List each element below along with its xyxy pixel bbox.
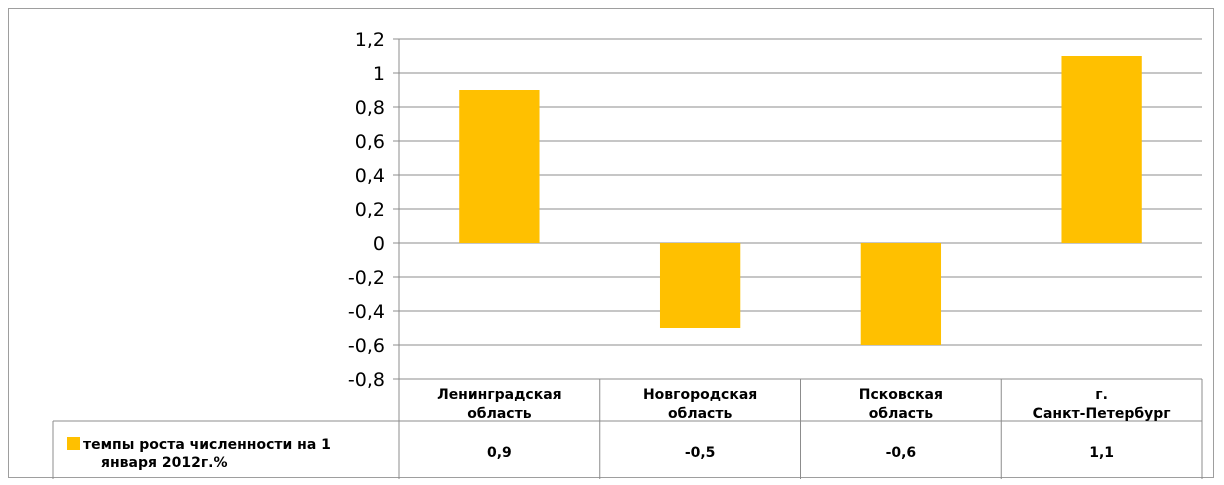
bar <box>659 243 741 328</box>
series-name: темпы роста численности на 1 января 2012г… <box>83 437 331 471</box>
chart-frame: 1,2 1 0,8 0,6 0,4 0,2 0 -0,2 -0,4 -0,6 -0,8 Ленингр… <box>8 8 1214 479</box>
category-label: Псковская область <box>859 387 943 422</box>
y-tick-label: -0,2 <box>348 267 385 289</box>
y-tick-label: -0,8 <box>348 369 385 391</box>
y-tick-label: 0 <box>373 233 385 255</box>
data-value-label: -0,6 <box>886 445 917 461</box>
data-value-label: -0,5 <box>685 445 716 461</box>
y-tick-label: 1 <box>373 63 385 85</box>
bar <box>1061 56 1142 243</box>
y-tick-label: -0,4 <box>348 301 385 323</box>
bar <box>860 243 942 345</box>
y-tick-label: 0,6 <box>355 131 385 153</box>
category-label: г. Санкт-Петербург <box>1033 387 1171 422</box>
y-tick-label: 0,8 <box>355 97 385 119</box>
y-tick-label: 0,4 <box>355 165 385 187</box>
data-value-label: 0,9 <box>487 445 512 461</box>
category-label: Ленинградская область <box>437 387 562 422</box>
y-tick-label: 0,2 <box>355 199 385 221</box>
bar-chart: 1,2 1 0,8 0,6 0,4 0,2 0 -0,2 -0,4 -0,6 -0,8 Ленингр… <box>52 29 1203 479</box>
y-tick-label: -0,6 <box>348 335 385 357</box>
y-tick-label: 1,2 <box>355 29 385 51</box>
bar <box>459 90 540 243</box>
data-value-label: 1,1 <box>1089 445 1114 461</box>
category-label: Новгородская область <box>643 387 757 422</box>
legend-key <box>67 437 80 450</box>
